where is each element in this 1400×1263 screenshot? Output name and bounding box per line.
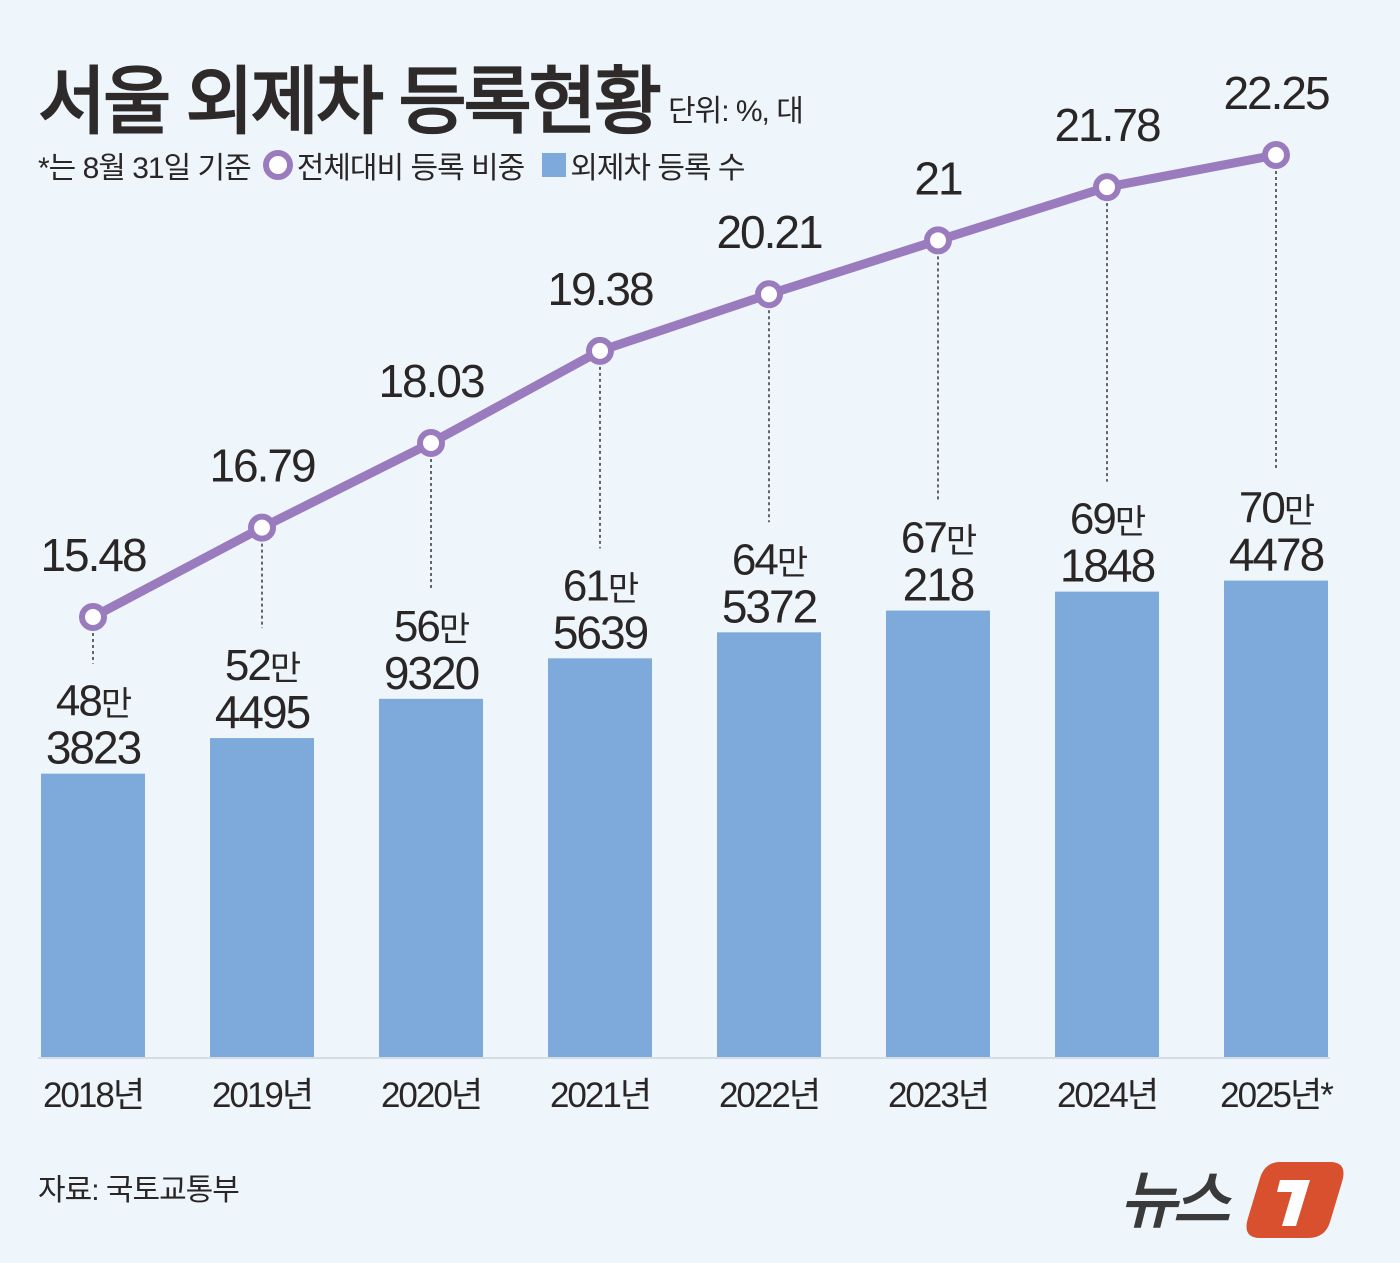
bar-label-top: 69만 bbox=[1070, 495, 1146, 544]
bar-label-bottom: 5639 bbox=[553, 606, 648, 658]
unit-label: 단위: %, 대 bbox=[668, 95, 804, 128]
share-point-4 bbox=[755, 280, 783, 309]
share-label: 22.25 bbox=[1223, 67, 1329, 119]
bar-label-top: 64만 bbox=[732, 535, 808, 584]
bar-label-top: 70만 bbox=[1239, 484, 1315, 533]
bar-label-bottom: 5372 bbox=[722, 580, 817, 632]
share-line bbox=[90, 150, 1277, 621]
legend-bar-label: 외제차 등록 수 bbox=[570, 152, 745, 185]
news1-logo: 뉴스 bbox=[1120, 1150, 1350, 1245]
x-tick-label: 2024년 bbox=[1057, 1076, 1157, 1115]
bar-2 bbox=[379, 698, 483, 1057]
x-tick-label: 2022년 bbox=[719, 1076, 819, 1115]
share-label: 15.48 bbox=[40, 529, 146, 581]
bar-label-bottom: 1848 bbox=[1060, 540, 1155, 592]
bar-label-top: 52만 bbox=[225, 641, 301, 690]
x-tick-label: 2020년 bbox=[381, 1076, 481, 1115]
legend-line-label: 전체대비 등록 비중 bbox=[296, 152, 525, 185]
share-point-1 bbox=[248, 513, 276, 542]
bar-7 bbox=[1224, 580, 1328, 1057]
share-point-3 bbox=[586, 336, 614, 365]
share-label: 21 bbox=[914, 152, 962, 204]
bar-3 bbox=[548, 658, 652, 1057]
x-tick-label: 2023년 bbox=[888, 1076, 988, 1115]
bar-label-top: 67만 bbox=[901, 514, 977, 563]
share-label: 18.03 bbox=[378, 355, 484, 407]
bar-label-bottom: 9320 bbox=[384, 647, 479, 699]
x-tick-label: 2019년 bbox=[212, 1076, 312, 1115]
x-tick-label: 2018년 bbox=[43, 1076, 143, 1115]
share-label: 21.78 bbox=[1054, 99, 1160, 151]
share-point-0 bbox=[79, 603, 107, 632]
bar-4 bbox=[717, 632, 821, 1057]
source-text: 자료: 국토교통부 bbox=[38, 1174, 240, 1207]
bar-label-bottom: 3823 bbox=[46, 722, 141, 774]
share-label: 19.38 bbox=[547, 263, 653, 315]
share-point-7 bbox=[1262, 141, 1290, 170]
share-label: 20.21 bbox=[716, 206, 822, 258]
note-text: *는 8월 31일 기준 bbox=[38, 152, 252, 185]
chart-title: 서울 외제차 등록현황 bbox=[38, 60, 662, 143]
x-tick-label: 2021년 bbox=[550, 1076, 650, 1115]
bar-label-bottom: 4478 bbox=[1229, 529, 1324, 581]
bar-label-bottom: 218 bbox=[903, 559, 974, 611]
svg-text:뉴스: 뉴스 bbox=[1120, 1167, 1232, 1236]
bar-label-top: 61만 bbox=[563, 561, 639, 610]
legend: *는 8월 31일 기준 전체대비 등록 비중 외제차 등록 수 bbox=[38, 143, 746, 187]
x-tick-label: 2025년* bbox=[1220, 1076, 1334, 1115]
legend-line-marker-icon bbox=[262, 150, 293, 180]
bar-label-top: 56만 bbox=[394, 602, 470, 651]
bar-6 bbox=[1055, 591, 1159, 1057]
share-point-2 bbox=[417, 428, 445, 457]
bar-label-top: 48만 bbox=[56, 677, 132, 726]
share-point-5 bbox=[924, 226, 952, 255]
share-point-6 bbox=[1093, 173, 1121, 202]
bar-label-bottom: 4495 bbox=[215, 686, 310, 738]
bar-5 bbox=[886, 610, 990, 1057]
bar-1 bbox=[210, 738, 314, 1057]
legend-bar-marker-icon bbox=[542, 153, 567, 177]
share-label: 16.79 bbox=[209, 440, 315, 492]
bar-0 bbox=[41, 773, 145, 1057]
